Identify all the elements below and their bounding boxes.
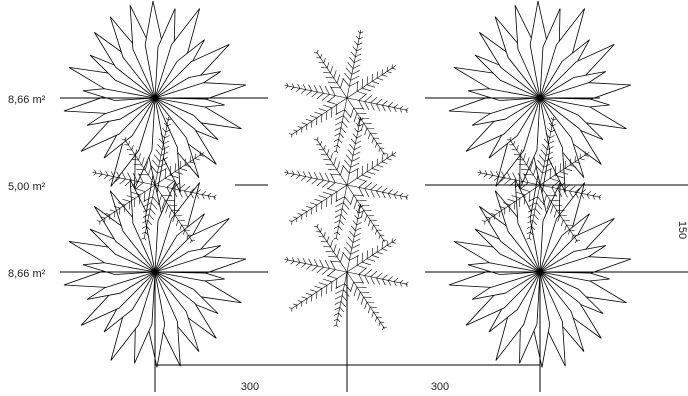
fern-frond <box>92 170 155 189</box>
fern-frond <box>540 181 601 200</box>
fern-frond <box>347 94 408 113</box>
fern-frond <box>314 50 347 98</box>
palm <box>64 1 246 193</box>
fern-frond <box>347 98 387 156</box>
fern-frond <box>477 170 540 189</box>
fern-frond <box>314 137 347 185</box>
fern-frond <box>289 98 347 138</box>
fern-frond <box>347 268 408 287</box>
fern <box>284 30 408 156</box>
fern-frond <box>347 185 387 243</box>
fern-frond <box>289 272 347 312</box>
fern-frond <box>334 98 351 153</box>
fern-frond <box>284 170 347 189</box>
area-label: 8,66 m² <box>8 94 46 106</box>
fern-frond <box>284 257 347 276</box>
fern-frond <box>347 272 387 330</box>
planting-plan: 8,66 m² 5,00 m² 8,66 m² 300 300 150 <box>0 0 688 396</box>
palm <box>449 1 631 193</box>
area-label: 5,00 m² <box>8 181 46 193</box>
dimension-label: 300 <box>241 381 259 393</box>
fern-frond <box>343 204 364 272</box>
fern <box>284 204 408 330</box>
fern-frond <box>284 83 347 102</box>
fern-frond <box>343 117 364 185</box>
fern-frond <box>347 181 408 200</box>
fern-frond <box>334 272 351 327</box>
fern-frond <box>155 181 216 200</box>
dimension-label: 150 <box>676 221 688 239</box>
fern-frond <box>347 151 396 185</box>
fern-frond <box>343 30 364 98</box>
area-label: 8,66 m² <box>8 268 46 280</box>
fern-frond <box>289 185 347 225</box>
fern-frond <box>347 64 396 98</box>
fern-frond <box>347 238 396 272</box>
fern <box>284 117 408 243</box>
fern-frond <box>314 224 347 272</box>
fern-frond <box>334 185 351 240</box>
dimension-label: 300 <box>431 381 449 393</box>
